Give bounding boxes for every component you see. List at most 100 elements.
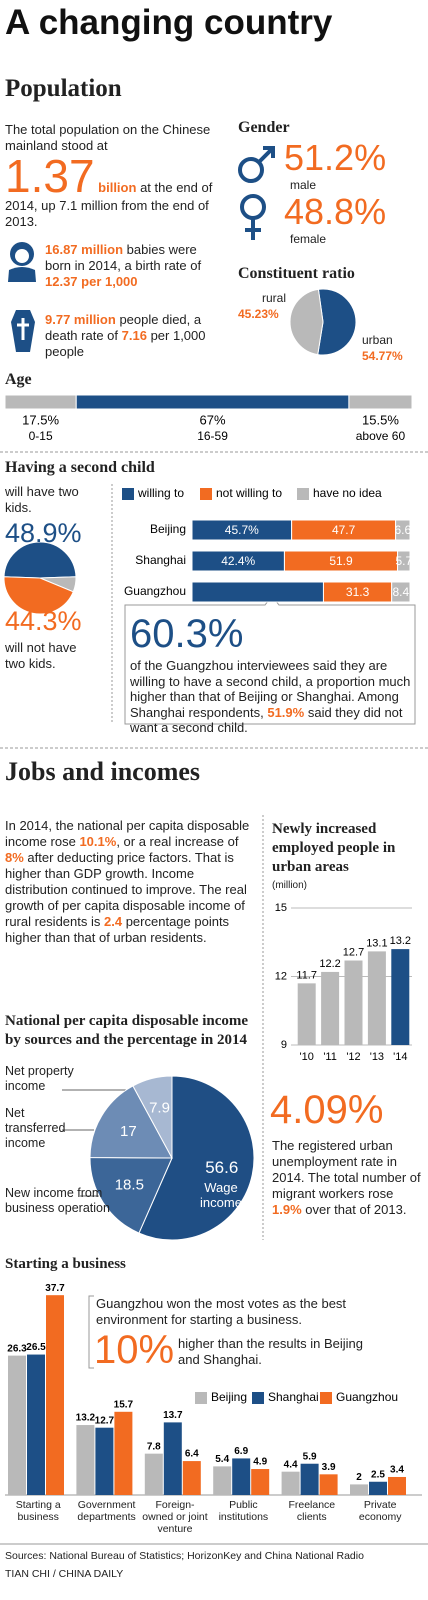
category-label: Government departments <box>77 1499 136 1523</box>
pie-slice <box>89 1156 173 1234</box>
bar <box>297 983 316 1045</box>
legend-swatch <box>320 1392 332 1404</box>
female-value: 48.8% <box>284 191 387 232</box>
x-tick-label: '10 <box>300 1051 314 1063</box>
value-label: 67% <box>200 412 226 427</box>
note: of the Guangzhou interviewees said they … <box>130 658 414 736</box>
bar <box>46 1295 64 1495</box>
callout-box <box>124 595 416 725</box>
bar <box>319 1474 338 1495</box>
value-label: 12.7 <box>95 1415 115 1426</box>
value-label: 26.5 <box>26 1342 46 1353</box>
category-label: Private economy <box>358 1499 402 1523</box>
text: babies were born in 2014, a birth rate o… <box>45 242 202 273</box>
legend-swatch <box>195 1392 207 1404</box>
deaths: 9.77 million people died, a death rate o… <box>45 312 225 360</box>
value-label: 13.1 <box>366 937 387 949</box>
bar <box>388 1476 406 1495</box>
pie-value-label: 54.77% <box>362 349 403 363</box>
pie-value-label: 18.5 <box>115 1177 144 1194</box>
highlight: 9.77 million <box>45 312 116 327</box>
bar <box>232 1458 251 1495</box>
pie-value-label: 44.3% <box>5 606 82 636</box>
legend-swatch <box>252 1392 264 1404</box>
pie-slice <box>3 576 74 615</box>
value-label: 5.7 <box>395 554 412 568</box>
text: at the end of 2014, up 7.1 million from … <box>5 180 213 229</box>
chart-title: Newly increased employed people in urban… <box>272 821 396 875</box>
highlight: 10.1% <box>79 834 117 849</box>
note-bracket <box>88 1295 94 1369</box>
bar <box>182 1461 201 1495</box>
bar <box>300 1463 319 1495</box>
note: The registered urban unemployment rate i… <box>272 1138 422 1218</box>
category-label: above 60 <box>356 429 406 443</box>
value-label: 13.2 <box>76 1413 96 1424</box>
section-heading: Population <box>5 75 122 102</box>
pie-slice <box>138 1075 255 1241</box>
highlight: 12.37 per 1,000 <box>45 274 138 289</box>
legend-label: Beijing <box>211 1390 247 1404</box>
pie-value-label: 17 <box>120 1123 137 1140</box>
text: , or a real increase of <box>116 834 239 849</box>
bar <box>321 971 340 1045</box>
legend-label: Guangzhou <box>336 1390 398 1404</box>
pie-label: Wage income <box>200 1180 242 1210</box>
highlight: billion <box>98 180 137 195</box>
x-tick-label: '11 <box>323 1051 337 1063</box>
x-tick-label: '13 <box>370 1051 384 1063</box>
category-label: 0-15 <box>29 429 53 443</box>
bar-segment <box>191 581 324 603</box>
chart-title: National per capita disposable income by… <box>5 1013 249 1048</box>
value-label: 26.3 <box>7 1343 27 1354</box>
bar <box>369 1481 387 1495</box>
pie-label: rural <box>262 291 287 305</box>
bar-segment <box>75 394 350 410</box>
female-icon <box>240 194 266 240</box>
section-heading: Having a second child <box>5 459 155 476</box>
bar-segment <box>348 394 413 410</box>
category-label: Starting a business <box>15 1499 61 1523</box>
highlight: 60.3% <box>130 612 244 656</box>
category-label: Shanghai <box>135 553 186 567</box>
value-label: 12.7 <box>343 946 364 958</box>
bar <box>8 1355 26 1495</box>
highlight: 2.4 <box>104 914 123 929</box>
category-label: Beijing <box>150 522 186 536</box>
highlight: 8% <box>5 850 24 865</box>
page-title: A changing country <box>5 3 333 42</box>
value-label: 7.8 <box>147 1441 161 1452</box>
legend-swatch <box>122 488 134 500</box>
bar <box>27 1354 45 1495</box>
pie-value-label: 56.6 <box>205 1158 238 1177</box>
category-label: Freelance clients <box>288 1499 336 1523</box>
chart-subtitle: (million) <box>272 880 307 891</box>
value-label: 4.9 <box>253 1457 267 1468</box>
pie-slice <box>89 1085 173 1159</box>
value-label: 51.9 <box>329 554 353 568</box>
legend-swatch <box>200 488 212 500</box>
highlight: 10% <box>94 1328 175 1372</box>
bar <box>350 1484 368 1495</box>
text: The registered urban unemployment rate i… <box>272 1138 421 1201</box>
highlight: 7.16 <box>121 328 147 343</box>
value-label: 5.4 <box>215 1454 229 1465</box>
bar <box>114 1411 133 1495</box>
category-label: 16-59 <box>197 429 228 443</box>
pie-value-label: 48.9% <box>5 518 82 548</box>
x-tick-label: '12 <box>346 1051 360 1063</box>
section-heading: Jobs and incomes <box>5 757 201 786</box>
pie-slice <box>3 541 77 579</box>
coffin-icon <box>11 310 35 352</box>
value-label: 42.4% <box>221 554 255 568</box>
male-icon <box>238 146 275 183</box>
highlight: 4.09% <box>270 1088 384 1132</box>
value-label: 2 <box>356 1472 362 1483</box>
bar <box>367 951 386 1045</box>
pie-slice <box>317 288 357 356</box>
y-tick-label: 9 <box>281 1039 287 1051</box>
text: In 2014, the national per capita disposa… <box>5 818 250 849</box>
text: The total population on the Chinese main… <box>5 122 211 153</box>
pie-value-label: 7.9 <box>149 1100 170 1117</box>
